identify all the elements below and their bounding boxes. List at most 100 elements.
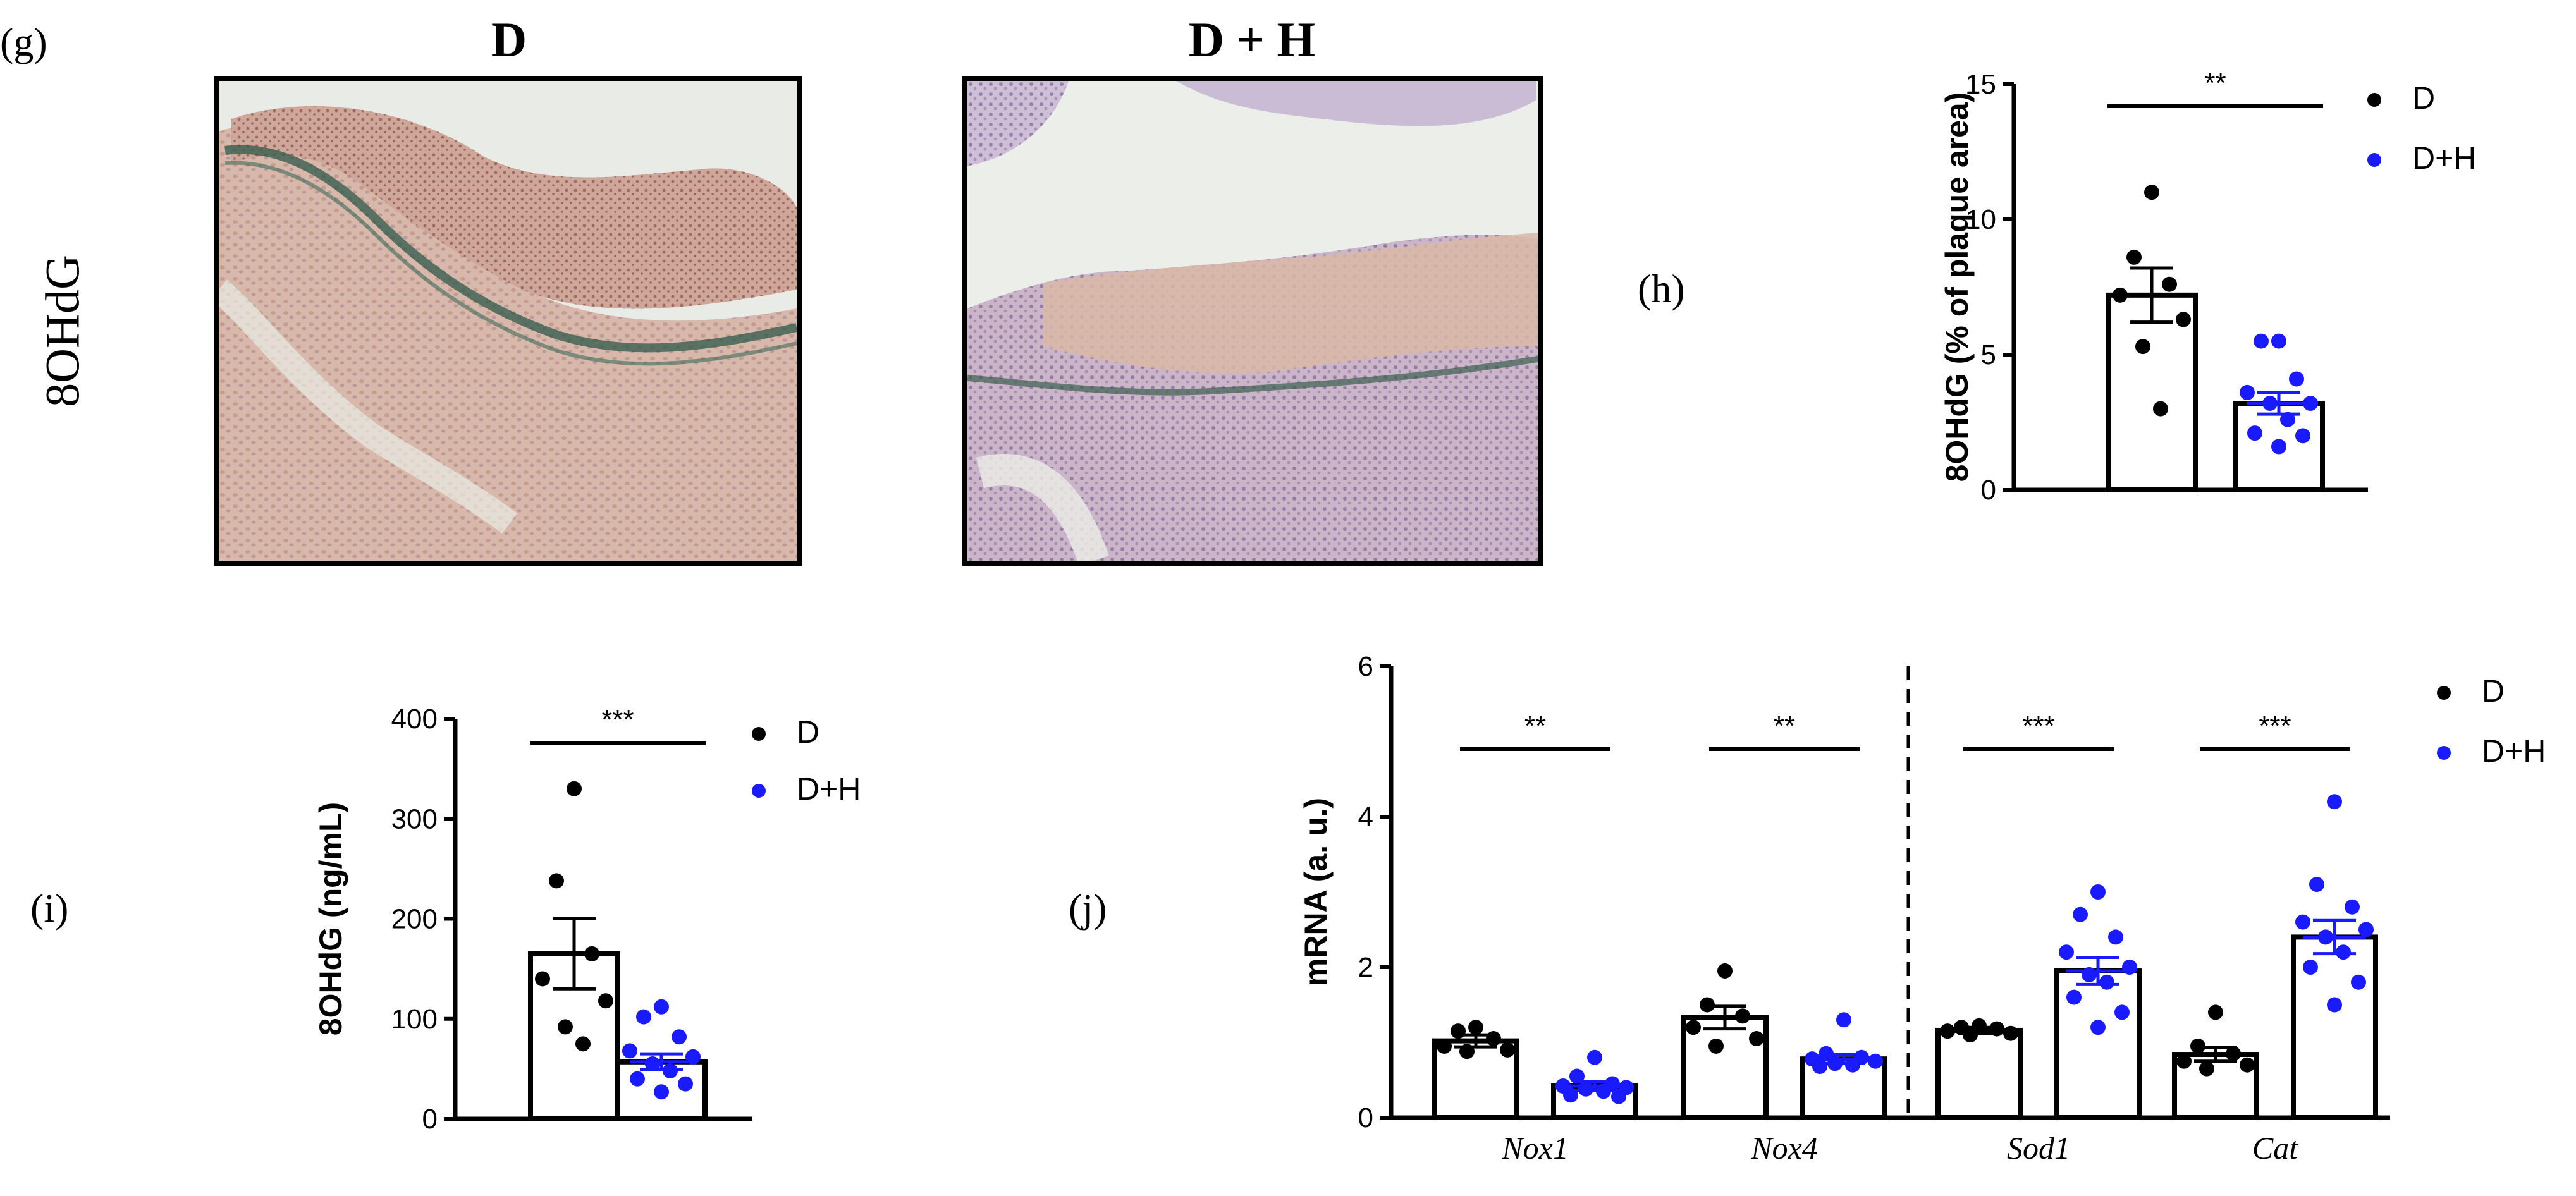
i-DH-data-point xyxy=(645,1056,660,1071)
panel-label-h: (h) xyxy=(1638,266,1685,311)
i-D-data-point xyxy=(535,971,550,987)
h-DH-data-point xyxy=(2295,428,2310,444)
i-D-data-point xyxy=(549,873,564,889)
j-Nox4-DH-data-point xyxy=(1868,1053,1883,1069)
h-DH-data-point xyxy=(2240,384,2255,400)
i-significance-label: *** xyxy=(601,704,634,735)
h-legend-label-1: D+H xyxy=(2412,140,2476,176)
j-Cat-D-data-point xyxy=(2240,1057,2255,1073)
j-Nox1-D-data-point xyxy=(1486,1031,1501,1047)
h-D-data-point xyxy=(2126,249,2142,265)
j-Nox1-DH-data-point xyxy=(1596,1083,1611,1099)
j-Cat-DH-data-point xyxy=(2327,997,2342,1013)
j-Sod1-DH-data-point xyxy=(2122,960,2137,975)
j-Nox1-D-data-point xyxy=(1500,1042,1515,1058)
j-Cat-DH-data-point xyxy=(2351,974,2366,990)
j-legend-marker-0 xyxy=(2437,686,2451,700)
panel-label-j: (j) xyxy=(1069,886,1107,931)
h-DH-data-point xyxy=(2303,396,2318,412)
i-legend-label-0: D xyxy=(797,714,819,750)
i-legend-label-1: D+H xyxy=(797,771,861,807)
h-DH-data-point xyxy=(2271,439,2286,455)
j-Nox1-DH-data-point xyxy=(1587,1049,1602,1065)
j-Sod1-DH-data-point xyxy=(2073,906,2088,922)
i-legend-marker-1 xyxy=(752,784,766,798)
h-DH-data-point xyxy=(2289,371,2304,387)
h-D-data-point xyxy=(2162,276,2177,292)
micrograph-d-h xyxy=(962,76,1543,566)
h-DH-data-point xyxy=(2280,412,2295,427)
h-y-tick-label: 15 xyxy=(1965,69,1996,100)
j-y-tick-label: 0 xyxy=(1358,1102,1373,1133)
j-Nox1-D-data-point xyxy=(1459,1044,1475,1059)
h-D-data-point xyxy=(2113,287,2128,303)
j-y-tick-label: 4 xyxy=(1358,802,1373,833)
i-DH-data-point xyxy=(622,1043,637,1059)
h-legend-marker-1 xyxy=(2367,153,2381,167)
j-Sod1-DH-data-point xyxy=(2066,989,2082,1005)
h-y-axis-label: 8OHdG (% of plaque area) xyxy=(1939,92,1975,482)
j-Nox1-D-data-point xyxy=(1437,1038,1452,1054)
i-y-tick-label: 0 xyxy=(422,1104,438,1135)
i-DH-data-point xyxy=(663,1063,678,1079)
j-significance-label: *** xyxy=(2259,711,2291,741)
j-Sod1-DH-data-point xyxy=(2114,1004,2130,1020)
j-Nox4-DH-data-point xyxy=(1836,1012,1851,1028)
h-DH-data-point xyxy=(2271,333,2286,349)
i-D-data-point xyxy=(598,993,613,1009)
panel-label-g: (g) xyxy=(0,20,47,64)
j-Sod1-DH-data-point xyxy=(2082,967,2097,982)
j-Cat-D-data-point xyxy=(2176,1053,2192,1069)
i-DH-data-point xyxy=(654,1084,669,1100)
j-Nox4-DH-data-point xyxy=(1819,1046,1834,1061)
j-Cat-D-data-point xyxy=(2226,1046,2241,1061)
j-Sod1-DH-data-point xyxy=(2108,929,2123,945)
micrograph-d-image xyxy=(219,81,797,561)
j-category-label-2: Sod1 xyxy=(2007,1130,2070,1166)
h-DH-data-point xyxy=(2247,425,2262,441)
j-Sod1-D-data-point xyxy=(1940,1023,1955,1039)
j-Nox1-D-data-point xyxy=(1451,1023,1466,1039)
micrograph-d xyxy=(214,76,802,566)
j-Nox1-DH-data-point xyxy=(1569,1068,1585,1084)
micrograph-d-h-image xyxy=(967,81,1538,561)
j-Sod1-D-data-point xyxy=(1963,1027,1978,1043)
j-significance-label: *** xyxy=(2022,711,2054,741)
h-significance-label: ** xyxy=(2204,68,2226,99)
i-DH-data-point xyxy=(654,999,669,1015)
j-Nox4-DH-data-point xyxy=(1812,1059,1827,1075)
j-significance-label: ** xyxy=(1774,711,1795,741)
j-category-label-0: Nox1 xyxy=(1501,1130,1569,1166)
h-D-data-point xyxy=(2135,339,2150,355)
j-legend-label-0: D xyxy=(2482,673,2505,709)
j-Cat-DH-data-point xyxy=(2345,899,2360,915)
j-Cat-DH-data-point xyxy=(2303,960,2318,975)
j-Nox1-D-data-point xyxy=(1468,1020,1483,1035)
j-significance-label: ** xyxy=(1524,711,1546,741)
j-Cat-DH-data-point xyxy=(2358,922,2374,937)
i-y-tick-label: 200 xyxy=(391,904,438,935)
j-Nox4-DH-data-point xyxy=(1827,1056,1843,1071)
j-y-tick-label: 6 xyxy=(1358,651,1373,682)
i-D-data-point xyxy=(567,781,582,796)
h-DH-data-point xyxy=(2262,396,2278,412)
j-Nox4-D-data-point xyxy=(1717,963,1733,979)
j-Nox4-D-data-point xyxy=(1700,997,1715,1013)
h-y-tick-label: 0 xyxy=(1981,475,1996,506)
h-D-data-point xyxy=(2144,185,2159,200)
j-Sod1-D-data-point xyxy=(1989,1021,2004,1037)
j-category-label-1: Nox4 xyxy=(1750,1130,1818,1166)
j-Cat-DH-data-point xyxy=(2309,877,2324,893)
j-Sod1-D-bar xyxy=(1935,1027,2023,1120)
j-Nox4-D-data-point xyxy=(1749,1031,1764,1047)
j-Cat-D-data-point xyxy=(2199,1061,2214,1077)
j-Cat-DH-data-point xyxy=(2295,914,2310,930)
micrograph-right-title: D + H xyxy=(1188,12,1316,67)
i-DH-data-point xyxy=(672,1029,687,1045)
h-legend-label-0: D xyxy=(2412,80,2435,116)
h-D-data-point xyxy=(2153,401,2168,417)
i-y-tick-label: 100 xyxy=(391,1004,438,1035)
j-Sod1-DH-data-point xyxy=(2059,944,2074,960)
j-Cat-DH-data-point xyxy=(2327,794,2342,810)
j-Nox1-DH-data-point xyxy=(1578,1081,1593,1097)
